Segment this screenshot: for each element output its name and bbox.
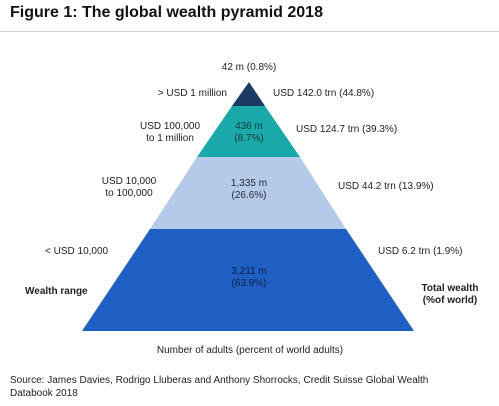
tier-middle-adults: 1,335 m (26.6%)	[214, 178, 284, 202]
tier-middle-band	[150, 157, 346, 229]
adults-axis-caption: Number of adults (percent of world adult…	[156, 345, 344, 356]
total-wealth-heading-line2: (%of world)	[422, 295, 478, 306]
source-line2: Databook 2018	[10, 388, 78, 399]
source-line1: Source: James Davies, Rodrigo Lluberas a…	[10, 375, 429, 386]
tier-upper-wealth: USD 124.7 trn (39.3%)	[296, 124, 398, 135]
tier-middle-adults-share: (26.6%)	[231, 190, 267, 201]
wealth-range-heading: Wealth range	[25, 286, 88, 297]
tier-top-adults: 42 m (0.8%)	[221, 62, 277, 73]
tier-base-range: < USD 10,000	[45, 246, 109, 257]
total-wealth-heading: Total wealth (%of world)	[410, 283, 490, 307]
tier-upper-range: USD 100,000 to 1 million	[120, 121, 220, 145]
tier-base-band	[82, 229, 414, 331]
tier-top-range: > USD 1 million	[157, 88, 227, 99]
tier-top-band	[232, 82, 265, 106]
title-divider	[0, 31, 499, 32]
total-wealth-heading-line1: Total wealth	[421, 283, 479, 294]
tier-upper-adults-share: (8.7%)	[234, 133, 264, 144]
tier-upper-range-line2: to 1 million	[146, 133, 194, 144]
tier-middle-wealth: USD 44.2 trn (13.9%)	[338, 181, 434, 192]
tier-top-wealth: USD 142.0 trn (44.8%)	[273, 88, 375, 99]
figure-title: Figure 1: The global wealth pyramid 2018	[10, 4, 323, 21]
tier-middle-range: USD 10,000 to 100,000	[88, 176, 170, 200]
source-note: Source: James Davies, Rodrigo Lluberas a…	[10, 374, 490, 400]
tier-upper-adults-count: 436 m	[235, 121, 263, 132]
tier-upper-range-line1: USD 100,000	[139, 121, 201, 132]
tier-base-adults: 3,211 m (63.9%)	[214, 266, 284, 290]
tier-base-wealth: USD 6.2 trn (1.9%)	[378, 246, 463, 257]
tier-middle-adults-count: 1,335 m	[230, 178, 268, 189]
tier-base-adults-share: (63.9%)	[231, 278, 267, 289]
tier-middle-range-line2: to 100,000	[105, 188, 153, 199]
tier-upper-band	[197, 106, 300, 157]
tier-middle-range-line1: USD 10,000	[101, 176, 157, 187]
tier-base-adults-count: 3,211 m	[231, 266, 267, 277]
tier-upper-adults: 436 m (8.7%)	[215, 121, 283, 145]
